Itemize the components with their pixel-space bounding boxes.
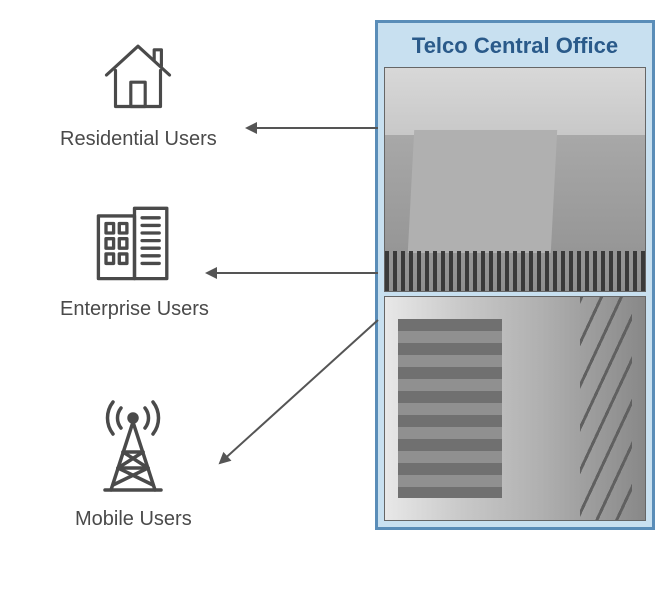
user-label-enterprise: Enterprise Users bbox=[60, 298, 209, 321]
user-label-residential: Residential Users bbox=[60, 128, 217, 151]
co-image-exterior bbox=[384, 67, 646, 292]
co-image-interior bbox=[384, 296, 646, 521]
radio-tower-icon bbox=[83, 390, 183, 500]
buildings-icon bbox=[87, 195, 182, 290]
house-icon bbox=[93, 30, 183, 120]
arrow-to-mobile bbox=[220, 320, 378, 463]
user-node-enterprise: Enterprise Users bbox=[60, 195, 209, 321]
central-office-panel: Telco Central Office bbox=[375, 20, 655, 530]
user-node-mobile: Mobile Users bbox=[75, 390, 192, 531]
user-label-mobile: Mobile Users bbox=[75, 508, 192, 531]
central-office-title: Telco Central Office bbox=[384, 29, 646, 67]
user-node-residential: Residential Users bbox=[60, 30, 217, 151]
